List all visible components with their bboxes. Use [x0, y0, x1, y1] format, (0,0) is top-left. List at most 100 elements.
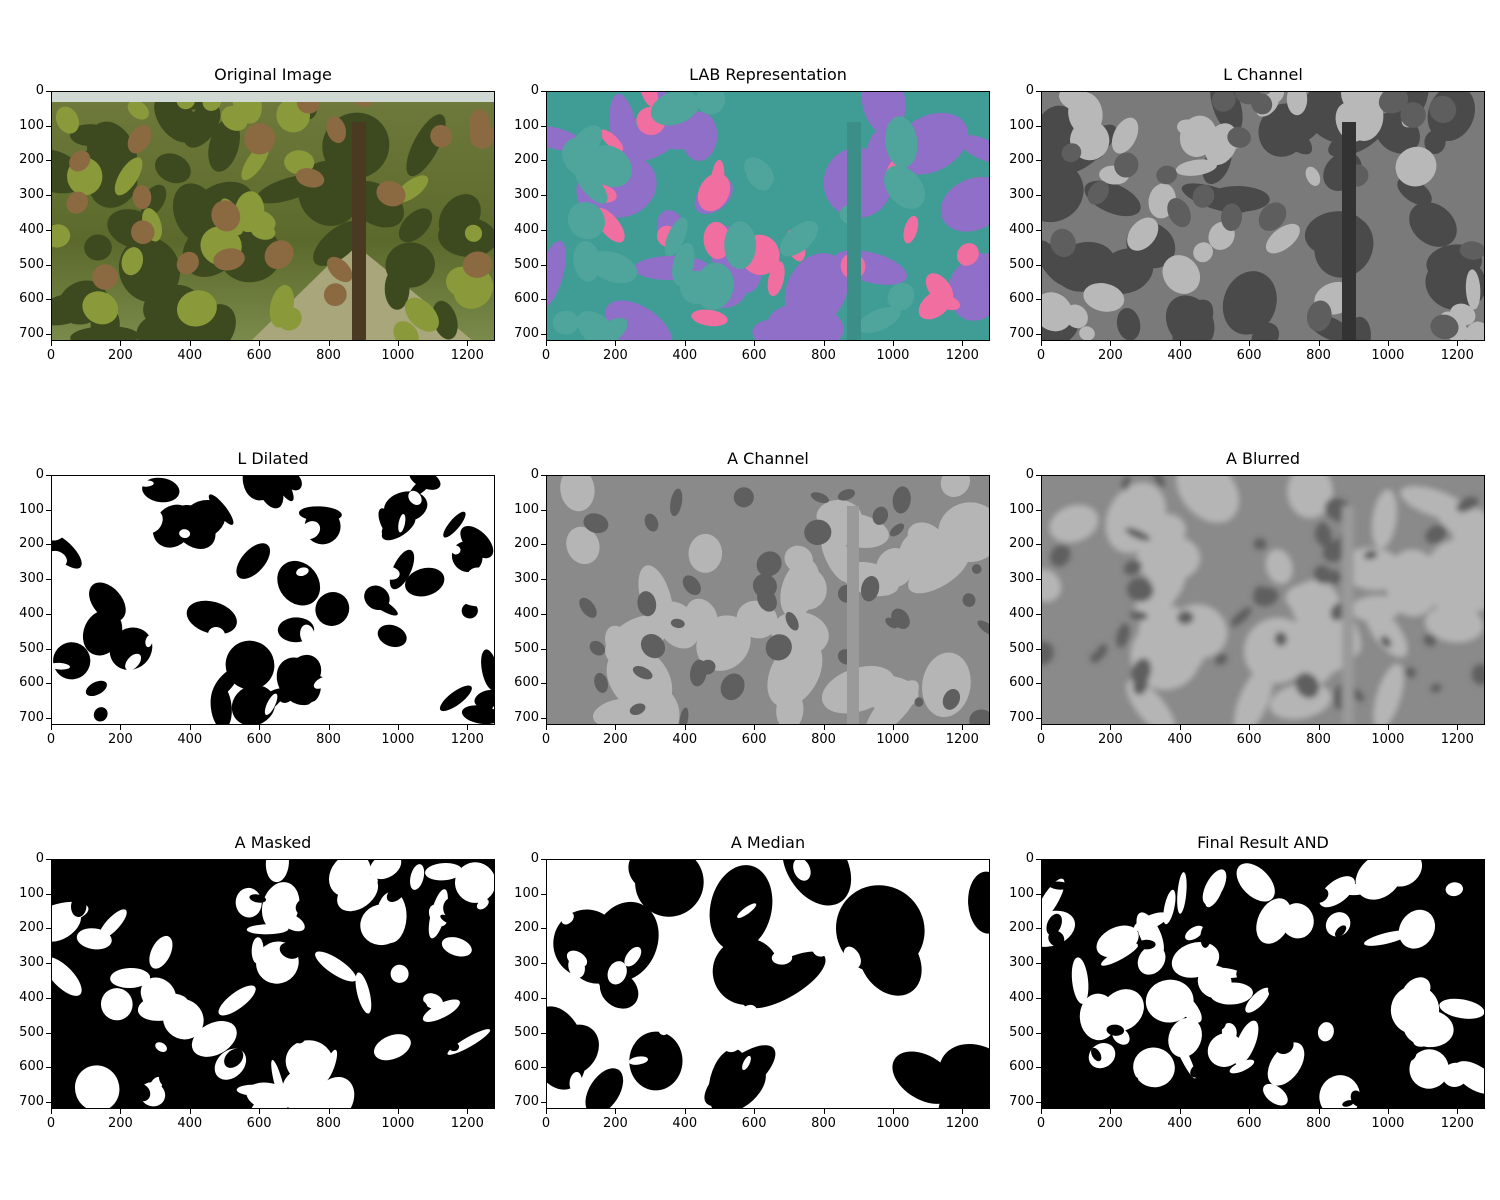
y-tick-label: 0: [35, 851, 44, 866]
y-tick-label: 200: [1009, 536, 1034, 552]
x-tick-label: 1200: [450, 1116, 484, 1131]
y-tick: [541, 997, 546, 999]
y-tick: [1036, 509, 1041, 511]
panel-l-channel: L Channel 0 200 400 600 800 1000 1200 0 100 200 30…: [1009, 65, 1485, 363]
x-tick: [397, 1109, 399, 1114]
x-tick: [1249, 341, 1251, 346]
y-tick: [1036, 195, 1041, 197]
y-tick: [541, 264, 546, 266]
y-tick: [1036, 333, 1041, 335]
y-tick: [1036, 579, 1041, 581]
panel-a-masked: A Masked 0 200 400 600 800 1000 1200 0 100 200 300 4…: [19, 833, 495, 1131]
y-tick: [1036, 160, 1041, 162]
y-tick-label: 100: [1009, 885, 1034, 901]
x-tick: [1457, 1109, 1459, 1114]
panel-final-and: Final Result AND 0 200 400 600 800 1000 1200 0 10…: [1009, 833, 1485, 1131]
image-a-masked: [51, 859, 495, 1109]
y-tick-label: 200: [19, 920, 44, 936]
x-tick: [823, 1109, 825, 1114]
y-tick-label: 500: [1009, 1024, 1034, 1040]
y-tick-label: 300: [19, 571, 44, 587]
y-tick: [46, 717, 51, 719]
x-tick: [1249, 725, 1251, 730]
x-tick: [1387, 725, 1389, 730]
y-tick-label: 400: [1009, 221, 1034, 237]
y-tick-label: 100: [19, 885, 44, 901]
x-tick-label: 1000: [876, 348, 910, 363]
y-tick-label: 700: [1009, 709, 1034, 725]
y-tick: [46, 1101, 51, 1103]
y-tick-label: 400: [514, 989, 539, 1005]
x-tick-label: 400: [177, 732, 203, 747]
y-tick: [1036, 299, 1041, 301]
y-tick: [46, 1032, 51, 1034]
x-tick-label: 1000: [876, 732, 910, 747]
x-tick-label: 800: [811, 348, 836, 363]
x-tick: [1387, 1109, 1389, 1114]
y-tick-label: 100: [19, 501, 44, 517]
y-tick-label: 300: [1009, 187, 1034, 203]
x-tick: [823, 341, 825, 346]
y-tick-label: 500: [19, 256, 44, 272]
x-tick-label: 800: [811, 1116, 836, 1131]
panel-a-channel: A Channel 0 200 400 600 800 1000 1200 0 100 200 30…: [514, 449, 990, 747]
x-tick: [1318, 1109, 1320, 1114]
x-tick-label: 1000: [876, 1116, 910, 1131]
y-tick-label: 0: [530, 83, 539, 98]
x-tick: [684, 1109, 686, 1114]
y-tick: [1036, 1032, 1041, 1034]
x-tick-label: 600: [741, 732, 767, 747]
y-tick-label: 0: [530, 467, 539, 482]
y-tick-label: 600: [1009, 1059, 1034, 1075]
image-lab: [546, 91, 990, 341]
y-tick: [541, 613, 546, 615]
x-tick: [754, 1109, 756, 1114]
x-tick: [892, 1109, 894, 1114]
y-tick: [1036, 613, 1041, 615]
x-tick-label: 1000: [1371, 1116, 1405, 1131]
x-tick-label: 1000: [381, 348, 415, 363]
x-tick-label: 600: [246, 1116, 272, 1131]
x-tick-label: 200: [602, 348, 628, 363]
x-tick: [1041, 341, 1042, 346]
x-tick-label: 400: [1167, 732, 1193, 747]
panel-title: A Masked: [234, 833, 312, 852]
y-tick-label: 100: [19, 117, 44, 133]
x-tick-label: 600: [741, 348, 767, 363]
y-tick: [541, 333, 546, 335]
x-tick: [1110, 341, 1112, 346]
x-tick-label: 0: [541, 1116, 551, 1131]
panel-a-median: A Median 0 200 400 600 800 1000 1200 0 100 200 300 4…: [514, 833, 990, 1131]
y-tick: [1036, 475, 1041, 476]
image-a-blurred: [1041, 475, 1485, 725]
x-tick: [684, 341, 686, 346]
x-tick-label: 400: [1167, 1116, 1193, 1131]
y-tick: [46, 475, 51, 476]
x-tick: [120, 725, 122, 730]
x-tick: [328, 341, 330, 346]
x-tick: [328, 1109, 330, 1114]
x-tick-label: 200: [602, 1116, 628, 1131]
y-tick: [1036, 717, 1041, 719]
y-tick-label: 0: [35, 467, 44, 482]
x-tick-label: 600: [246, 348, 272, 363]
x-tick: [892, 725, 894, 730]
x-tick-label: 200: [1097, 348, 1123, 363]
x-tick-label: 1200: [1440, 732, 1474, 747]
y-tick-label: 600: [19, 1059, 44, 1075]
y-tick-label: 500: [1009, 640, 1034, 656]
y-tick-label: 400: [19, 221, 44, 237]
panel-original: Original Image 0 200 400 600 800 1000 1200 0 100…: [19, 65, 495, 363]
y-tick: [46, 1067, 51, 1069]
y-tick: [1036, 893, 1041, 895]
y-tick-label: 100: [1009, 501, 1034, 517]
x-tick-label: 0: [1036, 348, 1046, 363]
x-tick: [1457, 725, 1459, 730]
x-tick-label: 0: [541, 732, 551, 747]
x-tick-label: 600: [741, 1116, 767, 1131]
x-tick: [546, 725, 547, 730]
y-tick: [46, 997, 51, 999]
y-tick: [541, 160, 546, 162]
y-tick-label: 600: [19, 675, 44, 691]
y-tick-label: 500: [514, 1024, 539, 1040]
